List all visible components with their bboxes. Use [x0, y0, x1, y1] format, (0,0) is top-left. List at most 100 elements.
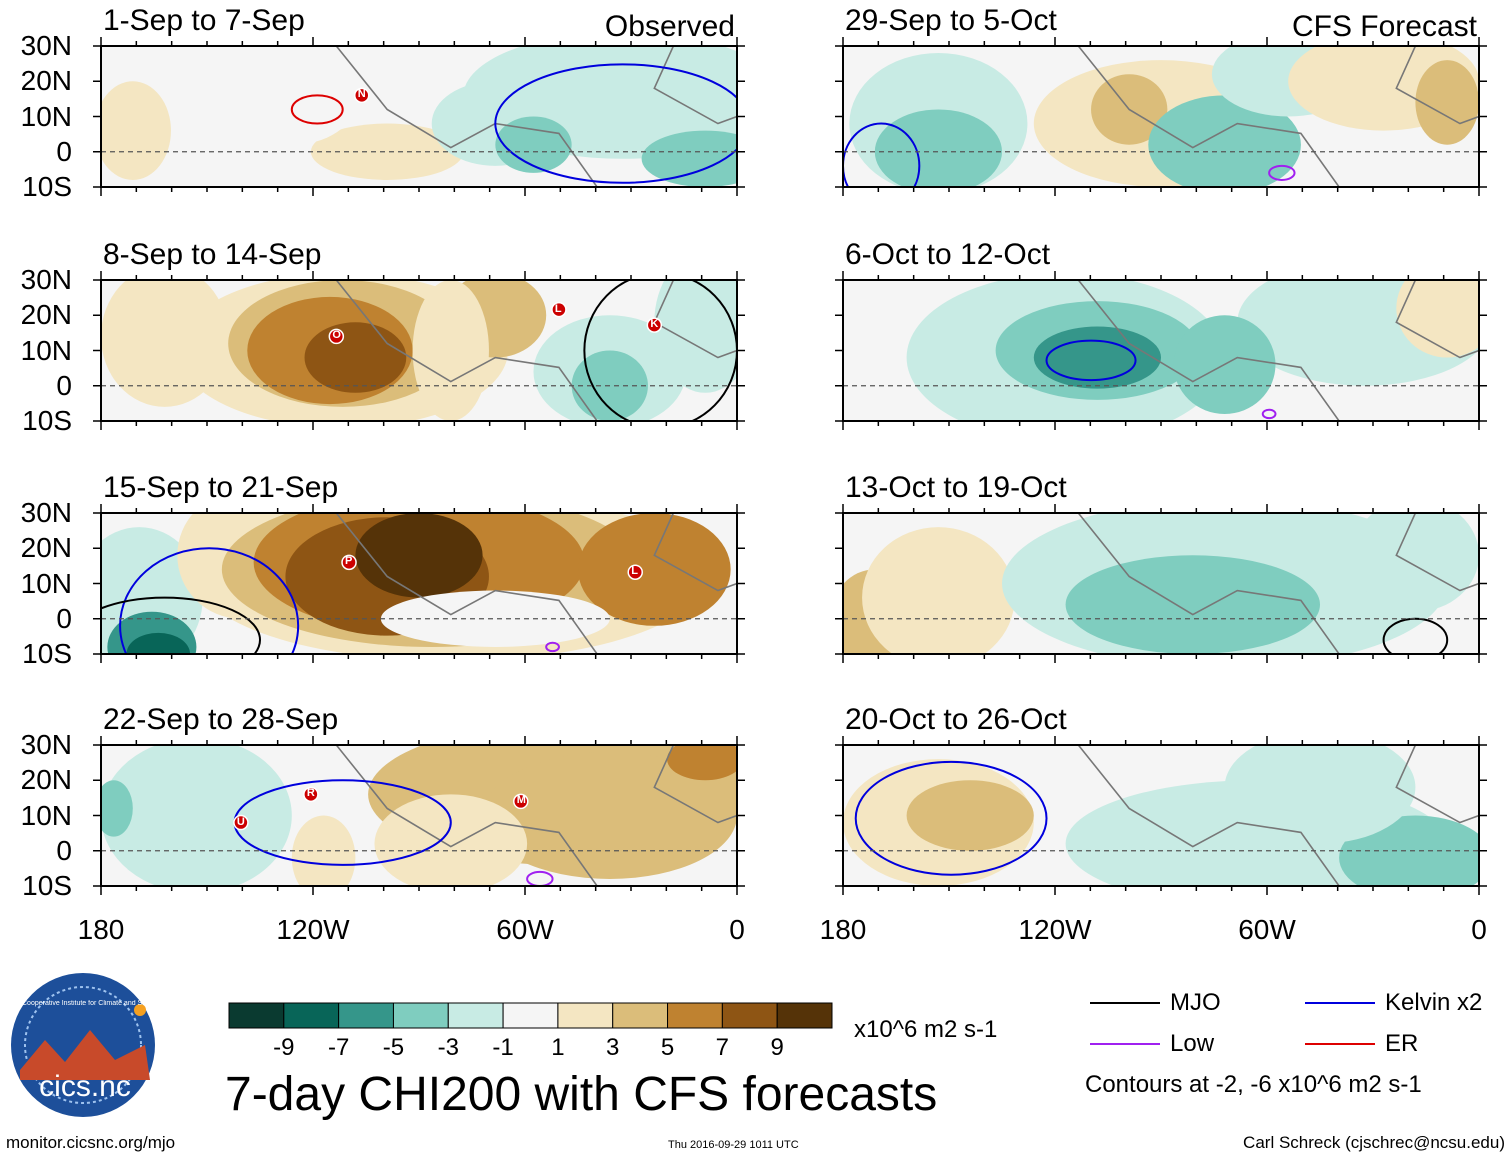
storm-letter: L: [554, 302, 562, 315]
x-tick-label: 0: [1471, 914, 1487, 945]
panel-period-label: 6-Oct to 12-Oct: [845, 238, 1051, 271]
anomaly-region: [654, 280, 737, 393]
chart-title: 7-day CHI200 with CFS forecasts: [225, 1068, 938, 1121]
column-header: Observed: [604, 10, 735, 43]
anomaly-region: [578, 513, 731, 626]
y-tick-label: 10N: [20, 100, 72, 132]
cics-logo: [11, 973, 155, 1117]
colorbar-swatch: [502, 1002, 559, 1029]
tropical-storm-icon: [354, 87, 370, 104]
map-panel: [835, 736, 1487, 895]
logo-mountains: [20, 1030, 150, 1080]
y-tick-label: 30N: [20, 30, 72, 61]
x-tick-label: 60W: [1238, 914, 1296, 945]
map-panel: [835, 37, 1487, 196]
anomaly-region: [412, 280, 489, 421]
contour-line: [1382, 617, 1449, 654]
y-tick-label: 20N: [20, 65, 72, 97]
contour-line: [290, 94, 344, 125]
x-tick-label: 120W: [276, 914, 350, 945]
colorbar-swatch: [338, 1002, 394, 1029]
storm-letter: R: [306, 787, 315, 800]
legend-label: Low: [1170, 1030, 1215, 1057]
anomaly-region: [310, 123, 464, 180]
panel-period-label: 15-Sep to 21-Sep: [103, 471, 339, 504]
colorbar-swatch: [667, 1002, 723, 1029]
coastline: [1077, 745, 1479, 886]
coastline: [1077, 513, 1479, 654]
colorbar-swatch: [721, 1002, 778, 1029]
anomaly-region: [355, 513, 483, 598]
anomaly-region: [304, 322, 407, 393]
anomaly-region: [862, 527, 1015, 654]
colorbar-swatch: [392, 1002, 449, 1029]
map-panel: [835, 271, 1487, 430]
anomaly-region: [101, 780, 133, 837]
colorbar-swatch: [612, 1002, 669, 1029]
panel-period-label: 29-Sep to 5-Oct: [845, 4, 1057, 37]
logo-name: cics.nc: [39, 1070, 131, 1103]
anomaly-region: [874, 109, 1002, 187]
colorbar-level-label: -1: [492, 1034, 514, 1061]
tropical-storm-icon: [341, 554, 357, 571]
x-tick-label: 0: [729, 914, 745, 945]
colorbar-level-label: 9: [770, 1034, 784, 1061]
panel-period-label: 22-Sep to 28-Sep: [103, 703, 339, 736]
tropical-storm-icon: [233, 814, 249, 831]
y-tick-label: 10N: [20, 567, 72, 599]
tropical-storm-icon: [551, 301, 567, 318]
panel-period-label: 20-Oct to 26-Oct: [845, 703, 1067, 736]
anomaly-region: [1224, 745, 1416, 844]
y-tick-label: 10N: [20, 334, 72, 366]
y-tick-label: 10S: [22, 171, 72, 202]
tropical-storm-icon: [328, 328, 345, 345]
coastline: [335, 745, 737, 886]
storm-letter: O: [332, 329, 341, 342]
tropical-storm-icon: [646, 317, 663, 333]
anomaly-region: [374, 794, 528, 886]
y-tick-label: 10N: [20, 799, 72, 831]
contour-line: [1045, 339, 1137, 382]
contour-line: [843, 122, 921, 187]
storm-letter: N: [357, 88, 366, 101]
anomaly-region: [1415, 60, 1479, 145]
y-tick-label: 10S: [22, 870, 72, 901]
coastline: [1077, 280, 1479, 421]
anomaly-region: [1148, 95, 1301, 187]
colorbar-level-label: 5: [660, 1034, 675, 1061]
map-panel: [93, 37, 745, 196]
y-tick-label: 0: [56, 834, 72, 866]
colorbar-level-label: 1: [551, 1034, 565, 1061]
y-tick-label: 0: [56, 369, 72, 401]
map-panel: [93, 271, 745, 430]
tropical-storm-icon: [627, 564, 643, 580]
storm-letter: K: [650, 318, 659, 331]
colorbar-swatch: [228, 1002, 285, 1029]
contour-line: [494, 63, 737, 184]
contour-line: [101, 596, 261, 654]
footer-author: Carl Schreck (cjschrec@ncsu.edu): [1243, 1133, 1505, 1152]
y-tick-label: 10S: [22, 638, 72, 669]
colorbar-level-label: -7: [327, 1034, 350, 1061]
anomaly-region: [1396, 280, 1479, 358]
footer-url: monitor.cicsnc.org/mjo: [6, 1133, 176, 1152]
coastline: [335, 513, 737, 654]
anomaly-region: [1033, 326, 1161, 389]
contour-line: [119, 547, 300, 654]
colorbar-swatch: [557, 1002, 614, 1029]
anomaly-region: [228, 60, 356, 145]
y-tick-label: 30N: [20, 264, 72, 295]
anomaly-region: [1065, 555, 1320, 654]
anomaly-region: [291, 815, 356, 886]
anomaly-region: [906, 780, 1034, 851]
tropical-storm-icon: [303, 786, 319, 803]
coastline: [1077, 46, 1479, 187]
storm-letter: P: [345, 555, 353, 568]
anomaly-region: [495, 116, 572, 173]
y-tick-label: 30N: [20, 497, 72, 528]
x-tick-label: 60W: [496, 914, 554, 945]
anomaly-region: [1351, 513, 1479, 612]
legend-label: MJO: [1170, 989, 1221, 1016]
logo-ring: [24, 986, 142, 1104]
